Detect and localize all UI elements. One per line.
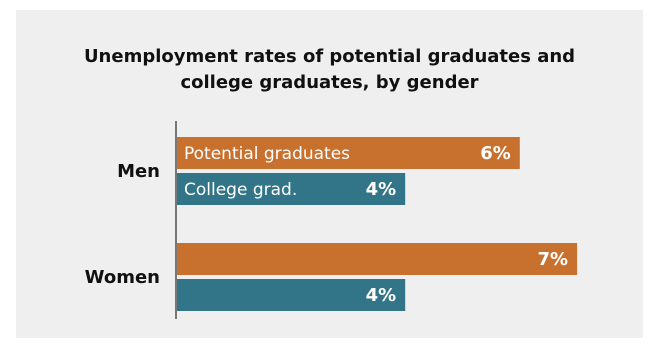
chart-title-line-2: college graduates, by gender [180,72,479,93]
value-label-men-potential-graduates: 6% [480,143,511,164]
category-label-women: Women [85,267,160,288]
bar-label-men-potential-graduates: Potential graduates [184,144,350,164]
bar-men-college-grad [176,173,406,205]
value-label-men-college-grad: 4% [366,179,397,200]
value-label-women-college-grad: 4% [366,285,397,306]
bar-label-men-college-grad: College grad. [184,180,297,200]
bar-women-potential-graduates [176,243,578,275]
chart-title-line-1: Unemployment rates of potential graduate… [83,46,576,67]
bar-men-potential-graduates [176,137,520,169]
chart-title: Unemployment rates of potential graduate… [16,44,643,96]
value-label-women-potential-graduates: 7% [538,249,569,270]
category-label-men: Men [117,161,160,182]
bar-women-college-grad [176,279,406,311]
